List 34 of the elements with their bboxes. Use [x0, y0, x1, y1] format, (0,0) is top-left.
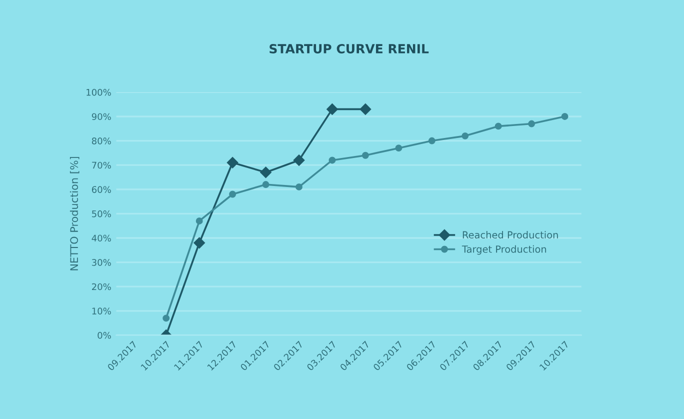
- point: [293, 154, 305, 166]
- point: [360, 104, 372, 115]
- y-tick-label: 30%: [92, 259, 111, 266]
- point: [296, 183, 302, 190]
- point: [260, 166, 272, 178]
- point: [162, 314, 170, 322]
- point: [362, 152, 369, 159]
- point: [194, 237, 205, 248]
- y-axis-title: NETTO Production [%]: [70, 156, 80, 270]
- point: [226, 157, 238, 168]
- point: [462, 132, 469, 140]
- legend-label: Target Production: [462, 245, 546, 255]
- y-tick-label: 80%: [92, 138, 111, 144]
- point: [229, 190, 236, 198]
- y-tick-label: 10%: [92, 308, 111, 314]
- y-tick-label: 90%: [92, 113, 111, 120]
- point: [395, 144, 402, 152]
- y-tick-label: 40%: [92, 234, 111, 242]
- legend-label: Reached Production: [462, 231, 558, 239]
- point: [196, 218, 203, 224]
- y-tick-label: 20%: [92, 283, 111, 290]
- y-tick-label: 100%: [86, 88, 111, 96]
- point: [326, 104, 338, 115]
- chart-title: STARTUP CURVE RENIL: [270, 44, 429, 54]
- y-tick-label: 70%: [92, 162, 111, 169]
- y-tick-label: 50%: [92, 210, 111, 218]
- point: [494, 122, 502, 130]
- point: [262, 181, 270, 188]
- y-tick-label: 0%: [98, 332, 111, 339]
- y-tick-label: 60%: [92, 186, 111, 193]
- point: [528, 120, 536, 128]
- point: [428, 137, 436, 144]
- point: [328, 156, 336, 164]
- point: [561, 113, 568, 120]
